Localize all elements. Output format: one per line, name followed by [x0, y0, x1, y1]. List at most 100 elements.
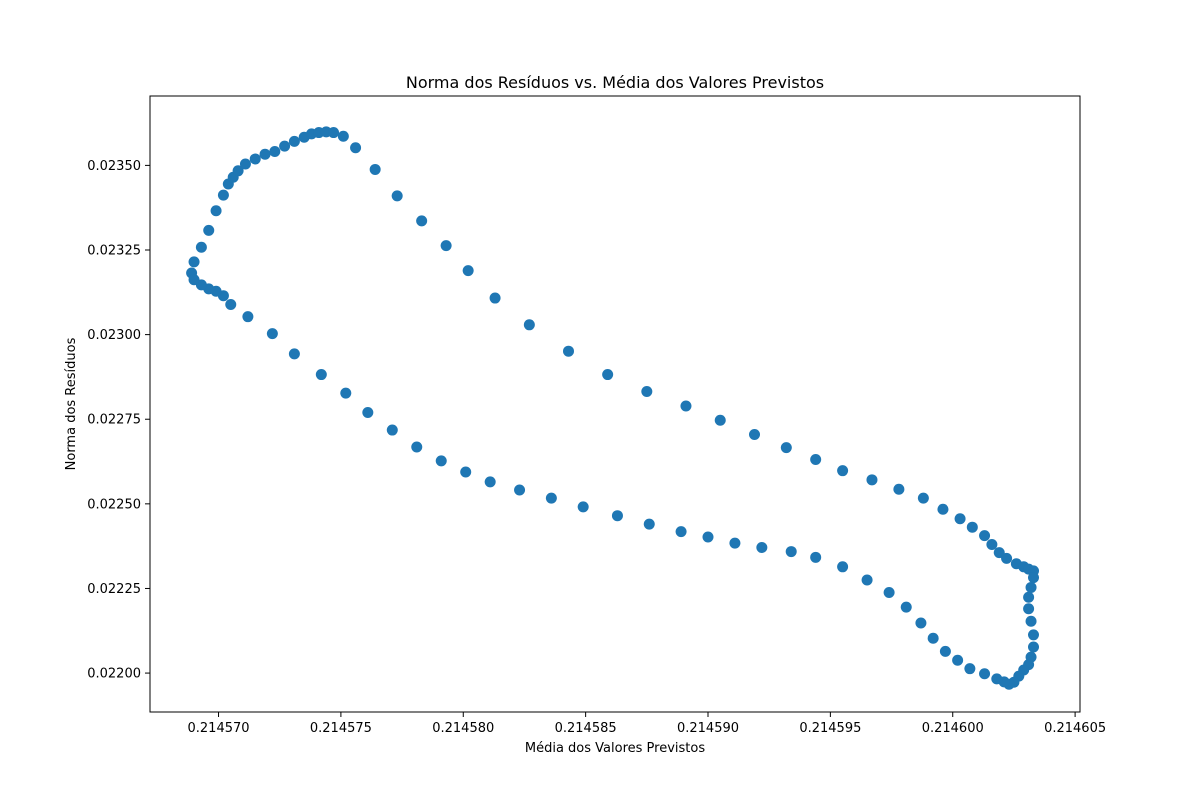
data-point [489, 292, 501, 304]
data-point [1025, 581, 1037, 593]
data-point [866, 474, 878, 486]
x-axis: 0.214570 0.214575 0.214580 0.214585 0.214590… [188, 712, 1106, 736]
data-point [1028, 572, 1039, 584]
data-point [386, 424, 398, 436]
data-point [643, 518, 655, 530]
data-point [279, 140, 291, 152]
data-point [249, 153, 261, 165]
data-point [602, 369, 614, 381]
x-tick-label: 0.214595 [799, 721, 861, 736]
data-point [435, 455, 447, 467]
data-point [328, 127, 340, 139]
plot-area-frame [149, 95, 1081, 713]
data-point [203, 224, 215, 236]
data-point [484, 476, 496, 488]
data-point [1023, 603, 1035, 615]
data-point [288, 348, 300, 360]
data-point [915, 617, 927, 629]
data-point [979, 530, 991, 542]
data-point [315, 369, 327, 381]
data-point [340, 387, 352, 399]
y-axis: 0.02200 0.02225 0.02250 0.02275 0.02300 0.023… [87, 159, 150, 682]
data-point [966, 521, 978, 533]
data-point [369, 163, 381, 175]
data-point [611, 510, 623, 522]
data-point [195, 241, 207, 253]
x-tick-label: 0.214575 [310, 721, 372, 736]
data-point [288, 135, 300, 147]
x-tick-label: 0.214600 [922, 721, 984, 736]
data-point [937, 503, 949, 515]
data-point [893, 483, 905, 495]
data-point [837, 561, 849, 573]
chart-title: Norma dos Resíduos vs. Média dos Valores… [406, 73, 824, 92]
data-point [952, 654, 964, 666]
data-point [391, 190, 403, 202]
data-point [883, 587, 895, 599]
data-point [861, 574, 873, 586]
data-point [917, 492, 929, 504]
x-axis-label: Média dos Valores Previstos [525, 741, 705, 756]
y-tick-label: 0.02250 [87, 497, 141, 512]
data-point [837, 465, 849, 477]
data-point [1028, 641, 1039, 653]
data-point [545, 492, 557, 504]
data-point [785, 546, 797, 558]
data-point [780, 442, 792, 454]
data-point [188, 256, 200, 268]
data-point [514, 484, 526, 496]
x-tick-label: 0.214570 [188, 721, 250, 736]
y-tick-label: 0.02225 [87, 582, 141, 597]
data-point [523, 319, 535, 331]
y-tick-label: 0.02300 [87, 328, 141, 343]
data-point [729, 537, 741, 549]
data-point [749, 428, 760, 440]
data-point [577, 501, 589, 513]
x-tick-label: 0.214585 [555, 721, 617, 736]
data-point [702, 531, 714, 543]
x-tick-label: 0.214605 [1044, 721, 1106, 736]
data-point [460, 466, 472, 478]
data-point [225, 298, 237, 310]
data-point [714, 414, 726, 426]
y-tick-label: 0.02350 [87, 159, 141, 174]
data-point [979, 668, 991, 680]
data-point [217, 189, 229, 201]
data-point [675, 526, 687, 538]
y-tick-label: 0.02275 [87, 413, 141, 428]
data-point [939, 645, 951, 657]
data-point [991, 673, 1003, 685]
data-point [1025, 615, 1037, 627]
data-point [239, 158, 251, 170]
data-point [259, 148, 271, 160]
data-point [242, 311, 254, 323]
data-point [756, 542, 768, 554]
y-axis-label: Norma dos Resíduos [64, 337, 79, 470]
data-point [927, 632, 939, 644]
data-point [986, 538, 998, 550]
data-point [362, 406, 374, 418]
data-point [350, 142, 362, 154]
data-point [1001, 552, 1013, 564]
data-point [462, 265, 474, 277]
data-point [900, 601, 912, 613]
data-point [232, 165, 244, 177]
x-tick-label: 0.214580 [432, 721, 494, 736]
x-tick-label: 0.214590 [677, 721, 739, 736]
data-point [954, 513, 966, 525]
data-point [416, 215, 428, 227]
y-tick-label: 0.02200 [87, 667, 141, 682]
y-tick-label: 0.02325 [87, 244, 141, 259]
data-points [186, 126, 1039, 690]
data-point [810, 551, 822, 563]
data-point [563, 345, 574, 357]
data-point [964, 663, 976, 675]
data-point [269, 146, 281, 158]
data-point [210, 205, 222, 217]
data-point [1028, 629, 1039, 641]
data-point [411, 441, 423, 453]
data-point [440, 240, 452, 252]
data-point [337, 130, 349, 142]
